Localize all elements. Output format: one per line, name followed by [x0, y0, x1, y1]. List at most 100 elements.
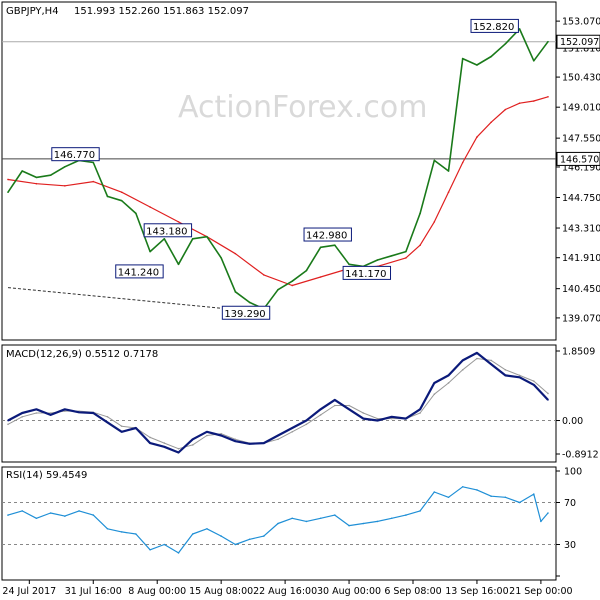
- macd-line-point: [135, 427, 137, 429]
- price-line-point: [532, 59, 535, 62]
- price-line-point: [305, 269, 308, 272]
- macd-signal-line-point: [504, 369, 507, 371]
- price-annotation-box: [51, 147, 100, 162]
- rsi-line-point: [64, 515, 66, 517]
- price-annotation: 146.770: [54, 150, 95, 161]
- macd-signal-line-point: [191, 444, 194, 446]
- price-ytick-label: 153.070: [562, 17, 600, 28]
- rsi-line-point: [7, 514, 9, 516]
- macd-line-point: [177, 451, 180, 454]
- price-line-point: [390, 255, 393, 257]
- price-line-point: [120, 199, 123, 202]
- price-line-point: [461, 57, 464, 60]
- macd-line-point: [490, 363, 492, 365]
- macd-signal-line-point: [277, 438, 279, 441]
- macd-signal-line-point: [206, 434, 208, 437]
- rsi-line-point: [461, 485, 464, 488]
- macd-signal-line-point: [234, 438, 237, 441]
- rsi-line-point: [376, 520, 379, 523]
- macd-frame: [1, 344, 557, 463]
- rsi-line-point: [305, 520, 308, 523]
- price-annotation-box: [221, 305, 271, 320]
- macd-signal-line-point: [64, 410, 66, 412]
- moving-average-line-point: [92, 180, 95, 183]
- rsi-line-point: [120, 531, 123, 533]
- rsi-line-point: [163, 543, 166, 546]
- rsi-line-point: [234, 543, 237, 546]
- macd-line-point: [334, 399, 336, 401]
- rsi-line-point: [504, 496, 507, 499]
- price-ytick-label: 150.430: [562, 73, 600, 84]
- price-ytick-label: 139.070: [562, 313, 600, 324]
- macd-line-point: [248, 443, 251, 445]
- rsi-line-point: [447, 496, 450, 499]
- macd-signal-line-point: [21, 415, 24, 418]
- macd-line-point: [518, 376, 521, 379]
- rsi-line-point: [319, 517, 322, 520]
- macd-ytick-label: 1.8509: [562, 347, 595, 358]
- macd-line-point: [64, 408, 66, 411]
- price-line-point: [334, 244, 336, 246]
- macd-line-point: [106, 421, 109, 424]
- moving-average-line-point: [433, 221, 436, 223]
- price-line-point: [135, 212, 137, 215]
- macd-line-point: [7, 419, 9, 422]
- macd-signal-line-point: [433, 393, 436, 396]
- rsi-ytick-label: 100: [564, 467, 582, 478]
- price-symbol-label: GBPJPY,H4: [6, 6, 59, 17]
- macd-line-point: [547, 399, 549, 401]
- macd-line-point: [277, 434, 279, 437]
- rsi-line-point: [35, 517, 38, 520]
- price-line-point: [277, 288, 279, 291]
- price-line-point: [106, 195, 109, 198]
- current-price-box: [556, 34, 600, 49]
- macd-signal-line-point: [518, 374, 521, 377]
- macd-signal-line-point: [7, 423, 9, 426]
- moving-average-line-point: [405, 257, 407, 259]
- macd-line-point: [419, 408, 421, 411]
- price-line-point: [234, 291, 237, 293]
- rsi-line-point: [92, 514, 95, 516]
- price-annotation: 139.290: [224, 309, 265, 320]
- macd-signal-line-point: [319, 414, 322, 416]
- xtick-label: 15 Aug 08:00: [189, 586, 253, 597]
- price-ytick-label: 140.450: [562, 284, 600, 295]
- price-line-point: [518, 28, 521, 30]
- macd-line-point: [191, 438, 194, 441]
- moving-average-line-point: [120, 191, 123, 193]
- price-line-point: [21, 170, 24, 172]
- price-line-point: [348, 263, 350, 266]
- rsi-line-point: [135, 533, 137, 535]
- price-ytick-label: 143.310: [562, 224, 600, 235]
- macd-line-point: [35, 408, 38, 411]
- macd-line-point: [49, 414, 52, 416]
- watermark-text: ActionForex.com: [178, 90, 427, 125]
- xtick-label: 13 Sep 16:00: [445, 586, 508, 597]
- price-line-point: [547, 40, 549, 43]
- rsi-line-point: [390, 517, 393, 520]
- rsi-line-point: [532, 493, 535, 495]
- moving-average-line-point: [262, 274, 265, 276]
- macd-line-point: [120, 430, 123, 433]
- moving-average-line-point: [149, 206, 151, 208]
- moving-average-line-point: [319, 276, 322, 278]
- xtick-label: 30 Aug 00:00: [317, 586, 381, 597]
- macd-line-point: [447, 374, 450, 377]
- moving-average-line-point: [461, 161, 464, 164]
- macd-signal-line-point: [447, 382, 450, 384]
- moving-average-line-point: [532, 100, 535, 102]
- rsi-line-point: [49, 512, 52, 514]
- price-ytick-label: 146.190: [562, 162, 600, 173]
- macd-line-point: [433, 382, 436, 384]
- rsi-line-point: [348, 524, 350, 527]
- price-ytick-label: 151.810: [562, 43, 600, 54]
- macd-signal-line-point: [177, 447, 180, 450]
- macd-ytick-label: 0.00: [562, 416, 583, 427]
- rsi-line-point: [206, 527, 208, 530]
- price-annotation-box: [470, 18, 519, 33]
- price-annotation: 152.820: [473, 22, 514, 33]
- rsi-line-point: [177, 552, 180, 554]
- macd-signal-line-point: [220, 432, 222, 435]
- macd-signal-line-point: [532, 380, 535, 382]
- price-line-point: [319, 246, 322, 249]
